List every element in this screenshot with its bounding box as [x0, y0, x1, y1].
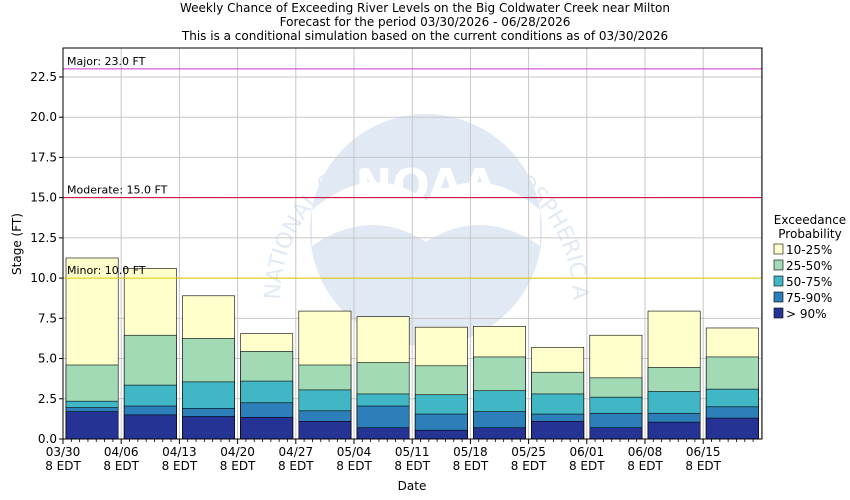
x-tick-date-5: 05/04 [337, 445, 372, 459]
bar-04-20-segment-0 [240, 416, 294, 440]
x-tick-date-9: 06/01 [570, 445, 605, 459]
x-tick-tz-11: 8 EDT [685, 459, 721, 473]
y-tick-label-9: 22.5 [30, 70, 57, 84]
bar-04-13-segment-0 [182, 416, 235, 440]
bar-05-11-segment-0 [414, 429, 468, 440]
y-tick-label-7: 17.5 [30, 150, 57, 164]
y-axis: 0.0 2.5 5.0 7.5 10.0 12.5 15.0 17.5 20.0 22.5 [30, 70, 63, 446]
y-tick-label-6: 15.0 [30, 191, 57, 205]
x-tick-tz-8: 8 EDT [511, 459, 547, 473]
threshold-label-2: Minor: 10.0 FT [67, 264, 146, 277]
y-tick-label-5: 12.5 [30, 231, 57, 245]
bar-stack-06-08 [647, 310, 701, 440]
bar-stack-06-15 [705, 327, 759, 440]
x-tick-tz-5: 8 EDT [336, 459, 372, 473]
noaa-logo-gull [312, 182, 540, 246]
x-tick-tz-0: 8 EDT [45, 459, 81, 473]
threshold-label-1: Moderate: 15.0 FT [67, 184, 168, 197]
noaa-logo-text: NOAA [355, 160, 496, 211]
x-tick-tz-7: 8 EDT [453, 459, 489, 473]
x-tick-tz-1: 8 EDT [103, 459, 139, 473]
x-tick-date-2: 04/13 [162, 445, 197, 459]
x-tick-tz-3: 8 EDT [220, 459, 256, 473]
chart-title-line-1: Weekly Chance of Exceeding River Levels … [180, 1, 670, 15]
x-tick-date-1: 04/06 [104, 445, 139, 459]
legend-label-0: 10-25% [786, 243, 832, 257]
x-tick-date-6: 05/11 [395, 445, 430, 459]
bar-04-27-segment-0 [298, 421, 352, 440]
bar-stack-04-06 [123, 268, 177, 440]
threshold-label-0: Major: 23.0 FT [67, 55, 146, 68]
chart-title-line-3: This is a conditional simulation based o… [181, 29, 668, 43]
threshold-lines: Major: 23.0 FT Moderate: 15.0 FT Minor: 10… [63, 55, 762, 279]
y-tick-label-3: 7.5 [38, 311, 57, 325]
x-tick-date-11: 06/15 [686, 445, 721, 459]
bar-stack-06-01 [589, 334, 643, 440]
legend-swatch-0 [773, 243, 784, 255]
x-tick-tz-4: 8 EDT [278, 459, 314, 473]
x-tick-date-3: 04/20 [220, 445, 255, 459]
legend-label-2: 50-75% [786, 275, 832, 289]
bar-stack-05-11 [414, 326, 468, 440]
y-tick-label-2: 5.0 [38, 352, 57, 366]
bar-04-06-segment-0 [123, 414, 177, 440]
legend-swatch-2 [773, 275, 784, 287]
bar-stack-05-25 [531, 346, 585, 440]
y-tick-label-8: 20.0 [30, 110, 57, 124]
legend-title-line-1: Exceedance [774, 213, 846, 227]
chart-title-line-2: Forecast for the period 03/30/2026 - 06/… [280, 15, 571, 29]
bar-05-25-segment-0 [531, 421, 585, 440]
legend-swatch-4 [773, 307, 784, 319]
x-tick-tz-6: 8 EDT [394, 459, 430, 473]
x-tick-tz-2: 8 EDT [162, 459, 198, 473]
legend-label-4: > 90% [786, 307, 827, 321]
legend-title-line-2: Probability [778, 227, 841, 241]
legend-swatch-3 [773, 291, 784, 303]
bar-stack-05-18 [473, 326, 526, 440]
legend-label-3: 75-90% [786, 291, 832, 305]
y-axis-label: Stage (FT) [10, 213, 24, 275]
x-tick-date-8: 05/25 [511, 445, 546, 459]
bar-06-15-segment-0 [705, 417, 759, 440]
x-tick-date-4: 04/27 [279, 445, 314, 459]
plot-border [62, 47, 763, 440]
y-tick-label-0: 0.0 [38, 432, 57, 446]
x-tick-date-7: 05/18 [453, 445, 488, 459]
bar-stack-04-13 [182, 295, 235, 440]
legend-label-1: 25-50% [786, 259, 832, 273]
y-tick-label-1: 2.5 [38, 392, 57, 406]
bar-06-08-segment-0 [647, 421, 701, 440]
bar-06-01-segment-0 [589, 427, 643, 440]
bar-03-30-segment-0 [65, 411, 119, 440]
x-tick-tz-10: 8 EDT [627, 459, 663, 473]
x-tick-tz-9: 8 EDT [569, 459, 605, 473]
bar-stack-05-04 [356, 316, 410, 440]
bar-stacks [65, 257, 759, 440]
bar-05-04-segment-0 [356, 427, 410, 440]
bar-stack-04-27 [298, 310, 352, 440]
x-axis-label: Date [398, 479, 427, 493]
noaa-logo-disc [310, 114, 542, 346]
bar-stack-04-20 [240, 333, 294, 440]
x-tick-date-10: 06/08 [628, 445, 663, 459]
bar-05-18-segment-0 [473, 427, 526, 440]
x-tick-date-0: 03/30 [46, 445, 81, 459]
bar-stack-03-30 [65, 257, 119, 440]
legend-swatch-1 [773, 259, 784, 271]
legend: Exceedance Probability 10-25% 25-50% 50-75… [773, 213, 846, 321]
y-tick-label-4: 10.0 [30, 271, 57, 285]
